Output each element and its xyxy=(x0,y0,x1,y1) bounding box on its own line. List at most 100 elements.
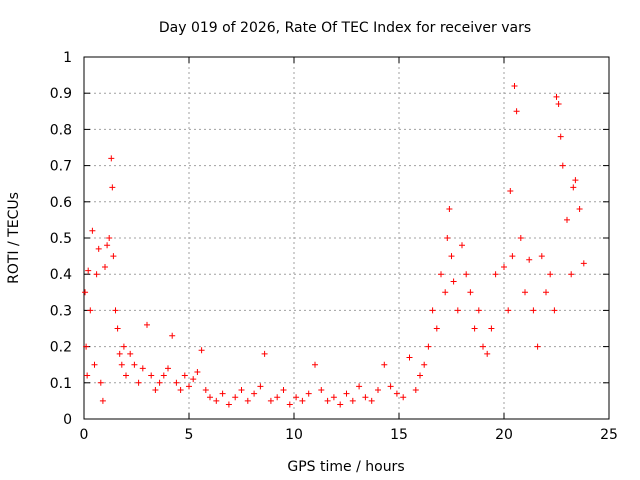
data-point xyxy=(543,289,549,296)
data-point xyxy=(89,227,96,234)
data-point xyxy=(102,263,108,270)
y-tick-label: 0.8 xyxy=(50,122,72,138)
data-point xyxy=(480,343,486,350)
x-tick-label: 20 xyxy=(495,427,513,443)
y-tick-label: 1 xyxy=(63,50,72,66)
data-point xyxy=(433,325,440,332)
data-point xyxy=(83,343,90,350)
data-point xyxy=(84,372,91,379)
data-point xyxy=(112,307,119,314)
data-point xyxy=(444,235,451,241)
data-point xyxy=(564,216,570,223)
data-point xyxy=(219,390,226,397)
data-point xyxy=(85,267,92,274)
data-point xyxy=(467,289,474,296)
y-tick-label: 0 xyxy=(63,412,72,428)
data-point xyxy=(530,307,537,314)
data-point xyxy=(343,390,350,397)
data-point xyxy=(471,325,478,332)
chart-title: Day 019 of 2026, Rate Of TEC Index for r… xyxy=(159,20,531,36)
data-point xyxy=(213,397,220,404)
data-point xyxy=(104,242,111,249)
x-tick-label: 15 xyxy=(390,427,408,443)
data-point xyxy=(280,387,287,394)
data-point xyxy=(324,397,331,404)
data-point xyxy=(438,271,444,278)
data-point xyxy=(400,394,407,401)
y-tick-label: 0.7 xyxy=(50,159,72,175)
data-point xyxy=(169,332,176,339)
data-point xyxy=(131,361,138,368)
data-point xyxy=(381,361,388,368)
y-tick-label: 0.1 xyxy=(50,376,72,392)
data-point xyxy=(507,187,514,194)
grid-lines xyxy=(84,57,609,419)
y-tick-label: 0.6 xyxy=(50,195,72,211)
data-point xyxy=(95,245,102,252)
data-point xyxy=(274,394,281,401)
data-point xyxy=(484,350,491,357)
data-point xyxy=(152,387,159,394)
data-point xyxy=(108,155,115,162)
y-tick-label: 0.5 xyxy=(50,231,72,247)
data-point xyxy=(190,376,197,383)
data-point xyxy=(488,325,495,332)
data-point xyxy=(450,278,457,285)
data-point xyxy=(417,372,423,379)
data-point xyxy=(547,271,554,278)
data-point xyxy=(568,271,575,278)
data-point xyxy=(238,387,245,394)
data-point xyxy=(362,394,369,401)
y-tick-label: 0.9 xyxy=(50,86,72,102)
data-point xyxy=(463,271,470,278)
data-point xyxy=(91,361,98,368)
x-tick-labels: 0 5 10 15 20 25 xyxy=(80,427,618,443)
data-point xyxy=(576,206,583,213)
data-point xyxy=(82,289,89,296)
data-point xyxy=(177,387,184,394)
data-point xyxy=(110,253,117,260)
data-point xyxy=(202,387,209,394)
data-point xyxy=(156,379,163,386)
x-tick-label: 5 xyxy=(185,427,194,443)
data-point xyxy=(318,387,325,394)
y-tick-labels: 0 0.1 0.2 0.3 0.4 0.5 0.6 0.7 0.8 0.9 1 xyxy=(50,50,72,428)
data-point xyxy=(425,343,432,350)
data-point xyxy=(454,307,461,314)
x-tick-label: 0 xyxy=(80,427,89,443)
data-point xyxy=(87,307,94,314)
data-point xyxy=(448,253,455,260)
data-point xyxy=(99,397,106,404)
data-point xyxy=(572,177,579,184)
data-point xyxy=(97,379,104,386)
data-point xyxy=(522,289,528,296)
data-point xyxy=(261,350,268,357)
data-point xyxy=(505,307,512,314)
data-point xyxy=(538,253,545,260)
data-point xyxy=(93,271,100,278)
y-tick-label: 0.2 xyxy=(50,340,72,356)
data-point xyxy=(127,350,134,357)
data-point xyxy=(557,133,564,140)
data-point xyxy=(446,206,453,213)
data-point xyxy=(356,383,363,390)
data-point xyxy=(118,361,125,368)
data-point xyxy=(244,397,251,404)
data-point xyxy=(225,401,232,408)
data-point xyxy=(114,325,121,332)
data-point xyxy=(421,361,428,368)
data-point xyxy=(106,235,113,241)
data-point xyxy=(123,372,129,379)
data-point xyxy=(135,379,142,386)
data-point xyxy=(580,260,587,267)
data-points xyxy=(82,82,587,408)
data-point xyxy=(116,350,123,357)
data-point xyxy=(267,397,274,404)
data-point xyxy=(257,383,264,390)
data-point xyxy=(165,365,171,372)
data-point xyxy=(559,162,566,169)
data-point xyxy=(551,307,558,314)
data-point xyxy=(251,390,258,397)
data-point xyxy=(406,354,413,361)
